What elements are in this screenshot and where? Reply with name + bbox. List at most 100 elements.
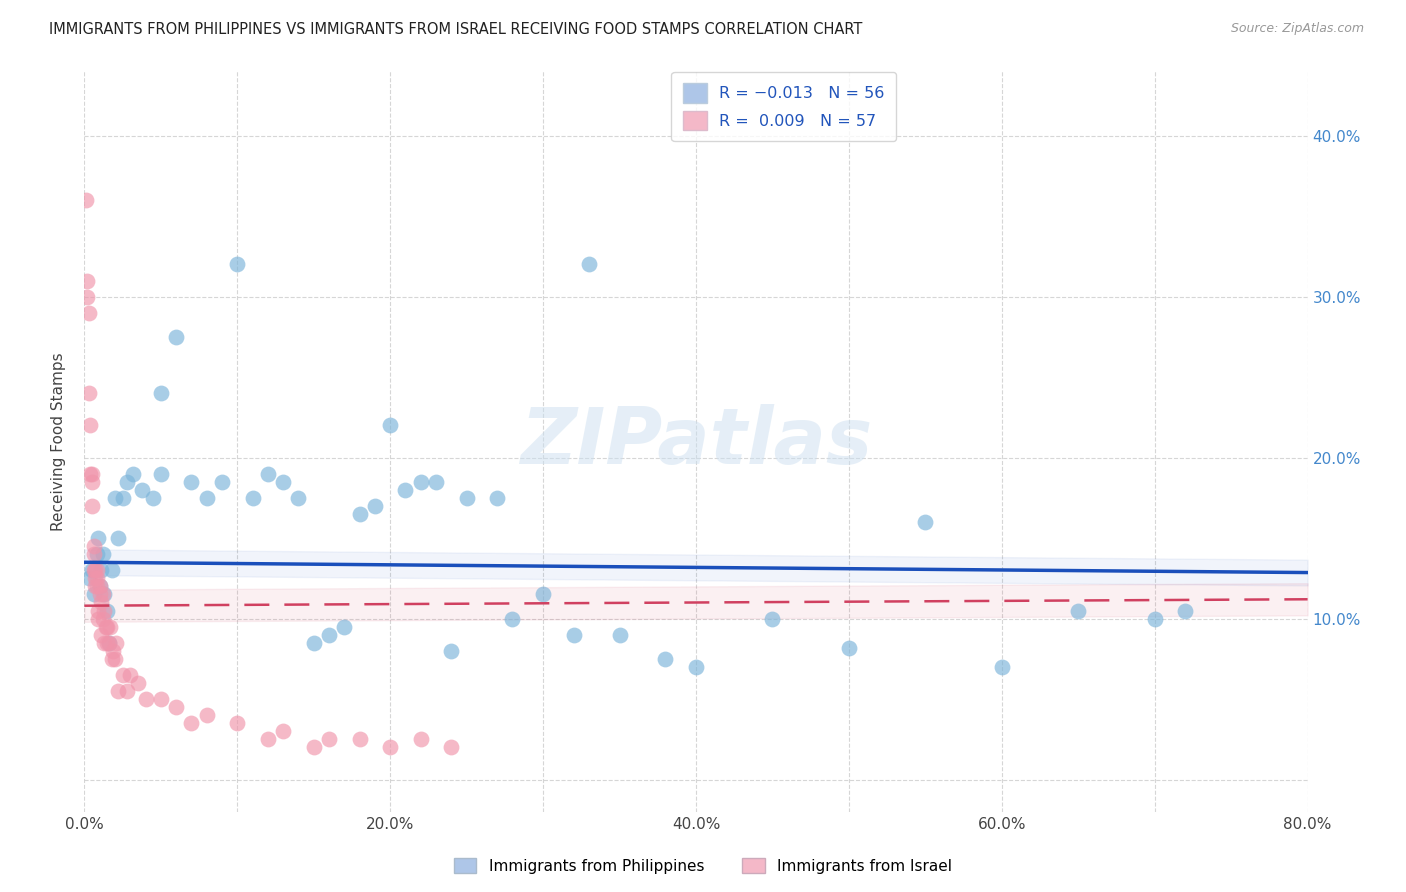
Legend: Immigrants from Philippines, Immigrants from Israel: Immigrants from Philippines, Immigrants … [447,852,959,880]
Point [87,531,110,545]
Point [486,491,509,505]
Point [195,491,218,505]
Point [440,644,463,658]
Point [86,579,108,593]
Point [105,636,128,650]
Point [120,668,142,682]
Point [86,563,108,577]
Point [211,475,233,489]
Point [104,652,127,666]
Point [364,499,387,513]
Point [87,611,110,625]
Point [101,652,124,666]
Point [302,740,325,755]
Point [94,619,117,633]
Point [271,724,294,739]
Point [104,491,127,505]
Point [98,619,121,633]
Legend: R = −0.013   N = 56, R =  0.009   N = 57: R = −0.013 N = 56, R = 0.009 N = 57 [672,72,896,141]
Point [76,274,98,288]
Point [1067,603,1090,617]
Point [76,290,98,304]
Point [380,418,402,433]
Point [142,491,165,505]
Point [79,467,101,481]
Point [991,660,1014,674]
Point [440,740,463,755]
Point [91,587,114,601]
Point [531,587,554,601]
Point [90,628,112,642]
Point [149,386,172,401]
Point [165,330,187,344]
Point [761,611,783,625]
Point [79,418,101,433]
Point [409,732,432,747]
Point [90,563,112,577]
Point [80,467,103,481]
Point [89,579,111,593]
Point [96,636,118,650]
Point [180,716,202,731]
Text: ZIPatlas: ZIPatlas [520,403,872,480]
Point [609,628,631,642]
Point [97,636,120,650]
Point [149,692,172,706]
Point [77,571,100,585]
Point [107,531,129,545]
Point [302,636,325,650]
Point [115,684,138,698]
Text: Source: ZipAtlas.com: Source: ZipAtlas.com [1230,22,1364,36]
Point [502,611,524,625]
Point [195,708,218,723]
Point [318,732,340,747]
Point [84,571,107,585]
Point [87,603,110,617]
Point [333,619,356,633]
Point [149,467,172,481]
Point [91,547,114,561]
Point [226,716,249,731]
Point [1174,603,1197,617]
Point [97,636,120,650]
Point [89,579,111,593]
Point [349,507,371,521]
Point [111,668,134,682]
Point [80,563,103,577]
Point [287,491,309,505]
Point [107,684,129,698]
Point [394,483,416,497]
Point [80,499,103,513]
Point [456,491,478,505]
Point [122,467,145,481]
Point [242,491,264,505]
Point [83,539,105,553]
Point [562,628,585,642]
Point [84,563,107,577]
Point [578,258,600,272]
Point [93,587,115,601]
Point [380,740,402,755]
Point [89,587,111,601]
Point [257,732,280,747]
Point [93,603,115,617]
Point [914,515,936,529]
Point [257,467,280,481]
Point [90,595,112,609]
Point [83,547,105,561]
Point [135,692,157,706]
Point [96,603,118,617]
Point [111,491,134,505]
Point [165,700,187,714]
Point [83,587,105,601]
Point [103,644,125,658]
Point [93,636,115,650]
Point [101,563,124,577]
Point [96,619,118,633]
Point [84,579,107,593]
Y-axis label: Receiving Food Stamps: Receiving Food Stamps [51,352,66,531]
Point [180,475,202,489]
Point [86,571,108,585]
Point [654,652,676,666]
Point [83,563,105,577]
